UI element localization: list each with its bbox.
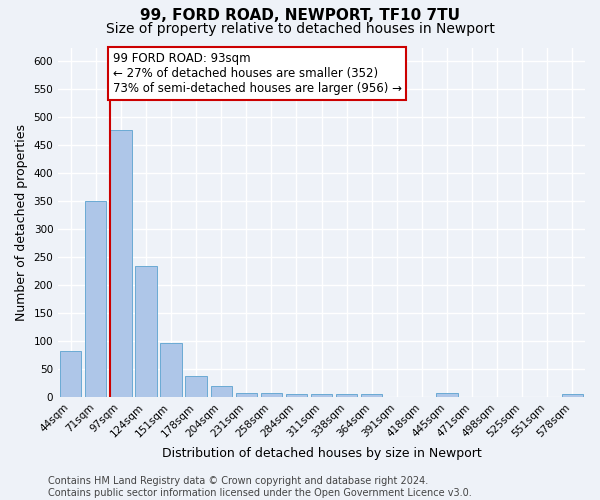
- Bar: [562, 394, 583, 397]
- Bar: [311, 394, 332, 397]
- Bar: [436, 393, 458, 397]
- Bar: [85, 202, 106, 397]
- Bar: [286, 394, 307, 397]
- Bar: [185, 376, 207, 397]
- Bar: [110, 130, 131, 397]
- Text: 99, FORD ROAD, NEWPORT, TF10 7TU: 99, FORD ROAD, NEWPORT, TF10 7TU: [140, 8, 460, 22]
- Bar: [160, 342, 182, 397]
- Text: Size of property relative to detached houses in Newport: Size of property relative to detached ho…: [106, 22, 494, 36]
- Bar: [261, 393, 282, 397]
- Bar: [361, 394, 382, 397]
- Bar: [236, 393, 257, 397]
- Text: Contains HM Land Registry data © Crown copyright and database right 2024.
Contai: Contains HM Land Registry data © Crown c…: [48, 476, 472, 498]
- Bar: [136, 266, 157, 397]
- Text: 99 FORD ROAD: 93sqm
← 27% of detached houses are smaller (352)
73% of semi-detac: 99 FORD ROAD: 93sqm ← 27% of detached ho…: [113, 52, 402, 95]
- Bar: [336, 394, 358, 397]
- Bar: [211, 386, 232, 397]
- X-axis label: Distribution of detached houses by size in Newport: Distribution of detached houses by size …: [162, 447, 481, 460]
- Bar: [60, 350, 82, 397]
- Y-axis label: Number of detached properties: Number of detached properties: [15, 124, 28, 320]
